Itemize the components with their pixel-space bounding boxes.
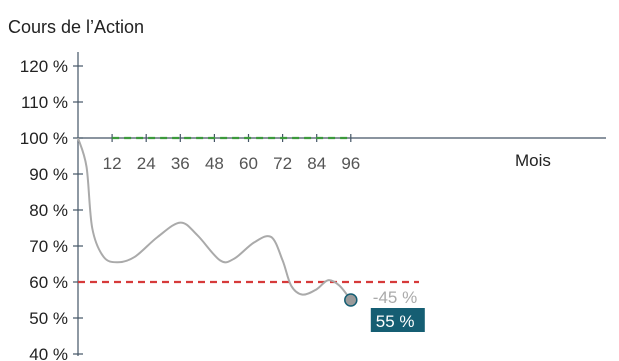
series-layer xyxy=(77,137,352,301)
x-tick-label: 12 xyxy=(103,154,122,173)
y-tick-label: 110 % xyxy=(21,93,68,112)
x-tick-label: 24 xyxy=(137,154,156,173)
value-label: 55 % xyxy=(376,312,415,331)
series-line-0 xyxy=(77,137,352,301)
y-tick-label: 70 % xyxy=(29,237,68,256)
y-tick-label: 100 % xyxy=(20,129,68,148)
x-axis-label: Mois xyxy=(515,151,551,170)
y-tick-label: 80 % xyxy=(29,201,68,220)
y-tick-label: 90 % xyxy=(29,165,68,184)
y-tick-label: 60 % xyxy=(29,273,68,292)
y-tick-label: 120 % xyxy=(20,57,68,76)
value-badge xyxy=(370,308,425,332)
end-point-marker xyxy=(344,293,358,307)
y-tick-label: 50 % xyxy=(29,309,68,328)
chart-title: Cours de l’Action xyxy=(8,17,144,37)
y-tick-label: 40 % xyxy=(29,345,68,361)
x-tick-label: 84 xyxy=(307,154,326,173)
x-tick-label: 96 xyxy=(341,154,360,173)
x-tick-label: 60 xyxy=(239,154,258,173)
y-axis: 120 % 110 % 100 % 90 % 80 % 70 % 60 % 50 % 40 % xyxy=(20,52,83,361)
x-tick-label: 36 xyxy=(171,154,190,173)
reference-lines xyxy=(78,136,419,284)
x-tick-label: 72 xyxy=(273,154,292,173)
x-tick-label: 48 xyxy=(205,154,224,173)
change-label: -45 % xyxy=(373,288,417,307)
